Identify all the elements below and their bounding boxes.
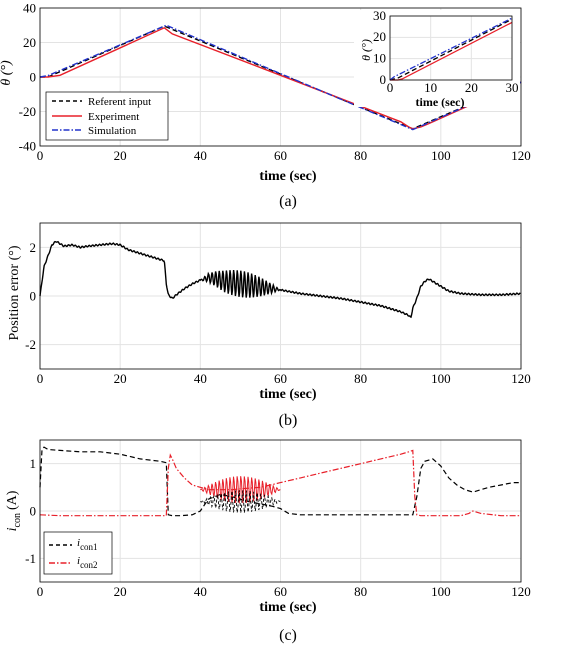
y-tick-label: 30 [373,8,386,23]
x-tick-label: 40 [194,148,207,163]
y-tick-label: -2 [25,337,36,352]
panel-b: 0 20 40 60 80 100 120 -2 0 2 time (sec) Position … [7,222,531,429]
x-axis-label: time (sec) [259,169,316,184]
y-tick-label: -1 [25,551,36,566]
legend-label-icon1-sub: con1 [80,542,98,552]
x-tick-label: 20 [465,80,478,95]
y-axis-label-unit: (A) [5,490,20,510]
legend-label-icon1-main: i [77,537,80,549]
series-line-referent-input [389,18,513,81]
y-axis-label: θ (°) [0,60,14,86]
x-tick-label: 120 [511,584,531,599]
x-tick-label: 40 [194,584,207,599]
series-line-simulation [389,17,513,81]
legend-label-simulation: Simulation [88,125,137,137]
series-line-referent-input [40,25,522,130]
x-tick-label: 40 [194,371,207,386]
x-axis-label: time (sec) [259,387,316,402]
x-tick-label: 20 [114,148,127,163]
panel-caption: (c) [279,627,297,644]
legend-label-icon2-sub: con2 [80,560,98,570]
grid-lines [39,223,522,369]
y-tick-label: -40 [19,139,36,154]
panel-caption: (b) [279,412,298,429]
panel-c: 0 20 40 60 80 100 120-101 time (sec) icon(A) (… [5,439,531,644]
legend-label-icon2-main: i [77,555,80,567]
y-tick-label: 0 [30,70,37,85]
y-tick-label: 20 [373,29,386,44]
x-tick-label: 80 [354,371,367,386]
y-tick-label: 20 [23,35,36,50]
inset-x-axis-label: time (sec) [416,95,465,109]
x-axis-label: time (sec) [259,600,316,615]
y-tick-label: 0 [380,72,387,87]
x-tick-label: 100 [431,584,451,599]
series-group [39,446,521,517]
y-tick-label: 2 [30,240,37,255]
legend-box [43,531,113,575]
x-tick-label: 60 [274,371,287,386]
x-tick-label: 80 [354,148,367,163]
x-tick-label: 20 [114,584,127,599]
plot-frame [39,439,522,583]
x-tick-label: 60 [274,148,287,163]
plot-frame [39,7,522,147]
x-tick-label: 0 [37,148,44,163]
y-tick-label: -20 [19,104,36,119]
inset-frame [389,15,513,81]
y-axis-label: icon (A) [5,490,23,531]
legend: Referent input Experiment Simulation [45,91,169,141]
panel-caption: (a) [279,193,297,210]
y-tick-label: 40 [23,1,36,16]
legend-label-referent: Referent input [88,96,151,108]
x-tick-label: 100 [431,148,451,163]
x-tick-label: 80 [354,584,367,599]
series-group [39,24,522,131]
x-tick-label: 10 [424,80,437,95]
y-tick-label: 1 [30,456,37,471]
series-group [39,240,521,319]
y-tick-label: 0 [30,504,37,519]
y-tick-label: 0 [30,289,37,304]
legend-label-icon1: icon1 [77,537,98,552]
tick-labels: 0 20 40 60 80 100 120 -2 0 2 [25,240,531,386]
legend-label-icon2: icon2 [77,555,98,570]
x-tick-label: 100 [431,371,451,386]
series-line-simulation [39,24,522,131]
series-line-icon1-oscillation [200,490,281,513]
tick-labels: 0 20 40 60 80 100 120 -1 0 1 [25,456,531,599]
x-tick-label: 120 [511,148,531,163]
x-tick-label: 30 [506,80,519,95]
x-tick-label: 120 [511,371,531,386]
x-tick-label: 60 [274,584,287,599]
series-line-icon2-oscillation [200,476,281,504]
y-axis-label-main: i [5,527,20,531]
plot-frame [39,222,522,370]
y-axis-label: Position error (°) [7,245,22,340]
inset-y-axis-label: θ (°) [359,39,373,61]
x-tick-label: 0 [387,80,394,95]
x-tick-label: 20 [114,371,127,386]
x-tick-label: 0 [37,371,44,386]
legend-label-experiment: Experiment [88,111,139,123]
y-axis-label-sub: con [12,513,23,527]
series-line-error [39,240,521,319]
legend: icon1 icon2 [43,531,113,575]
y-tick-label: 10 [373,51,386,66]
x-tick-label: 0 [37,584,44,599]
series-line-icon2 [39,449,521,517]
